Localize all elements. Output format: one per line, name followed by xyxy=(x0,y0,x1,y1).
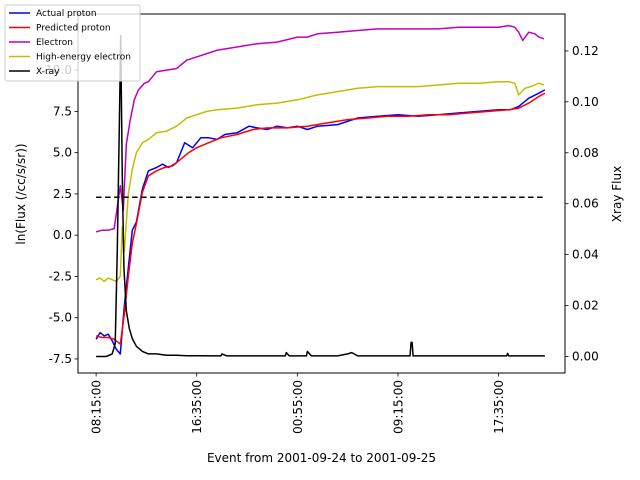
legend-label-3: High-energy electron xyxy=(36,53,131,63)
left-tick-label: 5.0 xyxy=(53,146,72,160)
x-tick-label: 16:35:00 xyxy=(190,380,204,434)
legend-label-2: Electron xyxy=(36,38,73,48)
legend: Actual proton Predicted proton Electron Hig… xyxy=(4,4,141,82)
x-tick-label: 08:15:00 xyxy=(90,380,104,434)
left-axis: -7.5-5.0-2.50.02.55.07.510.0 xyxy=(45,63,78,366)
series-line-2 xyxy=(95,24,545,233)
right-tick-label: 0.06 xyxy=(572,197,599,211)
right-axis-label: Xray Flux xyxy=(610,166,624,222)
series-line-3 xyxy=(95,80,545,283)
left-tick-label: 0.0 xyxy=(53,228,72,242)
left-tick-label: 7.5 xyxy=(53,104,72,118)
legend-box xyxy=(4,4,141,82)
left-axis-label: ln(Flux (/cc/s/sr)) xyxy=(14,143,28,244)
series-line-1 xyxy=(95,92,546,345)
right-tick-label: 0.12 xyxy=(572,44,599,58)
x-tick-label: 00:55:00 xyxy=(291,380,305,434)
left-tick-label: 2.5 xyxy=(53,187,72,201)
x-tick-label: 09:15:00 xyxy=(391,380,405,434)
right-axis: 0.00 0.02 0.04 0.06 0.08 0.10 0.12 xyxy=(565,44,599,363)
x-axis: 08:15:00 16:35:00 00:55:00 09:15:00 17:35:00 xyxy=(90,373,506,434)
right-tick-label: 0.00 xyxy=(572,349,599,363)
series-layer xyxy=(95,24,546,358)
left-tick-label: -2.5 xyxy=(49,269,72,283)
legend-label-1: Predicted proton xyxy=(36,24,111,34)
left-tick-label: -7.5 xyxy=(49,352,72,366)
right-tick-label: 0.04 xyxy=(572,248,599,262)
left-tick-label: -5.0 xyxy=(49,311,72,325)
right-tick-label: 0.10 xyxy=(572,95,599,109)
right-tick-label: 0.08 xyxy=(572,146,599,160)
plot-frame xyxy=(77,13,566,374)
series-line-0 xyxy=(95,89,546,355)
x-axis-label: Event from 2001-09-24 to 2001-09-25 xyxy=(207,451,436,465)
right-tick-label: 0.02 xyxy=(572,299,599,313)
legend-label-4: X-ray xyxy=(36,67,60,77)
series-line-4 xyxy=(96,34,545,358)
x-tick-label: 17:35:00 xyxy=(492,380,506,434)
legend-label-0: Actual proton xyxy=(36,9,97,19)
